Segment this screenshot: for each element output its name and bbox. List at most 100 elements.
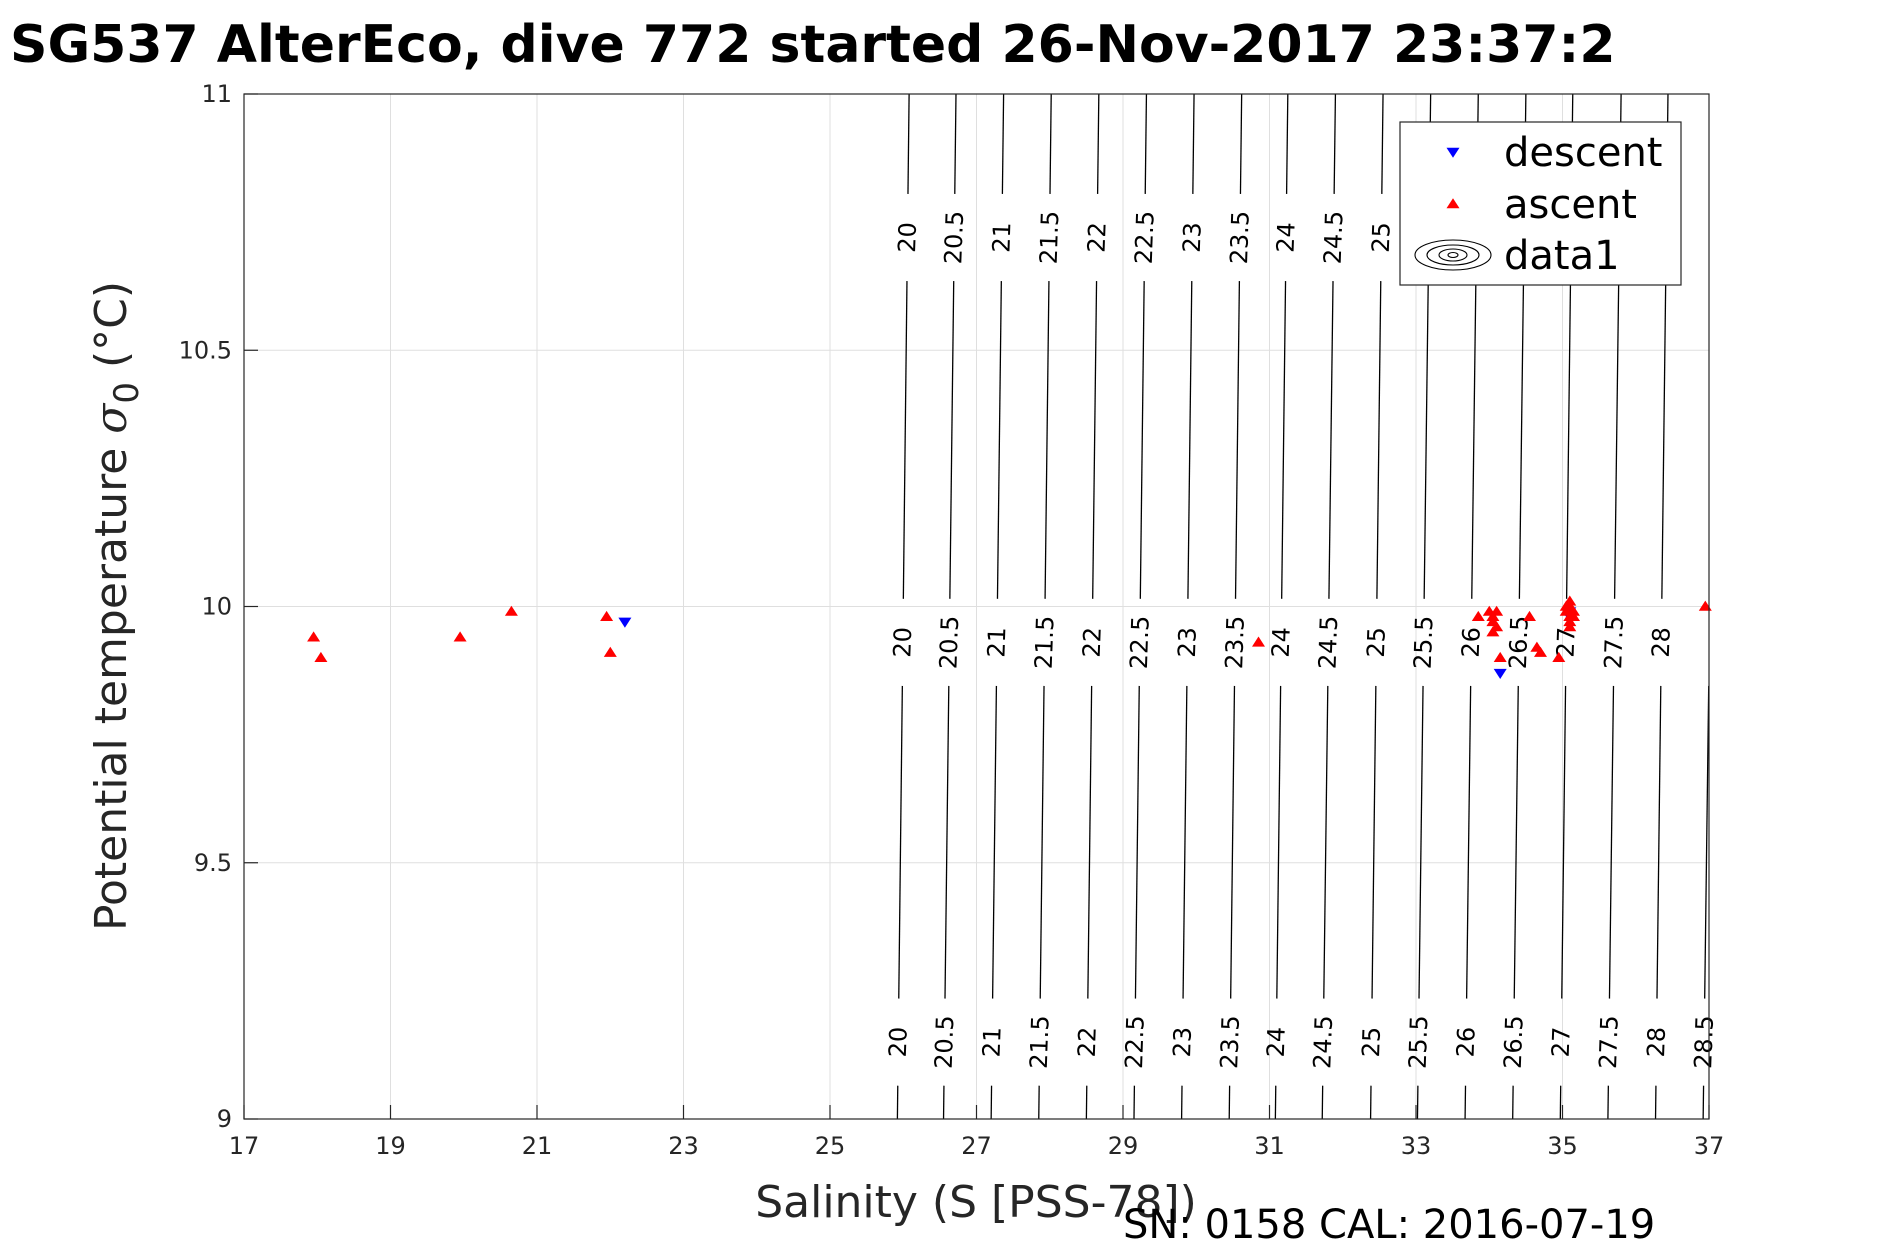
contour-label-24.5: 24.5 bbox=[1319, 210, 1349, 264]
contour-label-22.5: 22.5 bbox=[1120, 1015, 1150, 1069]
legend-marker-ascent bbox=[1446, 198, 1460, 209]
contour-label-20.5: 20.5 bbox=[939, 210, 969, 264]
x-tick-label: 21 bbox=[522, 1132, 553, 1160]
contour-line-26.5 bbox=[1513, 685, 1519, 999]
contour-line-25.5 bbox=[1418, 685, 1424, 999]
contour-label-24: 24 bbox=[1272, 222, 1301, 254]
ascent-point bbox=[600, 610, 614, 621]
contour-line-25 bbox=[1371, 685, 1377, 999]
y-tick-label: 10.5 bbox=[179, 336, 232, 364]
ascent-point bbox=[1490, 605, 1504, 616]
contour-label-22.5: 22.5 bbox=[1130, 210, 1160, 264]
contour-line-27.5 bbox=[1608, 685, 1615, 999]
ascent-point bbox=[1252, 636, 1265, 647]
contour-label-28: 28 bbox=[1647, 627, 1676, 659]
contour-label-22: 22 bbox=[1083, 222, 1112, 254]
contour-label-26.5: 26.5 bbox=[1499, 1015, 1529, 1069]
ascent-point bbox=[314, 651, 328, 662]
y-axis-label-symbol: σ bbox=[86, 402, 137, 434]
contour-label-22: 22 bbox=[1073, 1026, 1102, 1058]
contour-label-23: 23 bbox=[1173, 627, 1202, 659]
contour-line-22 bbox=[1096, 93, 1100, 194]
ascent-point bbox=[1563, 621, 1577, 632]
contour-line-25 bbox=[1381, 93, 1384, 194]
contour-line-23 bbox=[1187, 281, 1193, 599]
ascent-point bbox=[1534, 646, 1547, 657]
y-tick-label: 9 bbox=[217, 1105, 232, 1133]
contour-label-24: 24 bbox=[1267, 627, 1296, 659]
y-axis-label: Potential temperature σ0 (°C) bbox=[86, 281, 147, 931]
contour-line-28 bbox=[1656, 685, 1662, 999]
contour-line-20 bbox=[907, 93, 910, 194]
contour-label-25: 25 bbox=[1367, 222, 1396, 254]
contour-label-26: 26 bbox=[1457, 627, 1486, 659]
contour-line-24 bbox=[1276, 685, 1282, 999]
ascent-point bbox=[1563, 616, 1577, 627]
contour-label-25.5: 25.5 bbox=[1409, 615, 1439, 669]
ascent-point bbox=[1493, 651, 1507, 662]
contour-label-23.5: 23.5 bbox=[1220, 615, 1250, 669]
ascent-point bbox=[307, 631, 321, 642]
contour-label-27: 27 bbox=[1547, 1026, 1576, 1058]
contour-label-24.5: 24.5 bbox=[1313, 615, 1343, 669]
contour-label-21: 21 bbox=[978, 1026, 1007, 1058]
contour-label-21.5: 21.5 bbox=[1030, 615, 1060, 669]
contour-line-28 bbox=[1661, 281, 1667, 599]
x-tick-label: 17 bbox=[229, 1132, 260, 1160]
contour-label-21: 21 bbox=[987, 222, 1016, 254]
ascent-point bbox=[504, 605, 518, 616]
contour-line-23.5 bbox=[1230, 685, 1236, 999]
x-tick-label: 37 bbox=[1694, 1132, 1725, 1160]
ascent-point bbox=[1471, 610, 1485, 621]
ascent-point bbox=[453, 631, 467, 642]
contour-line-20.5 bbox=[949, 281, 955, 599]
contour-line-22.5 bbox=[1144, 93, 1148, 194]
contour-label-25: 25 bbox=[1362, 627, 1391, 659]
contour-label-23: 23 bbox=[1168, 1026, 1197, 1058]
contour-line-20.5 bbox=[954, 93, 957, 194]
contour-line-23 bbox=[1192, 93, 1195, 194]
legend-label-ascent: ascent bbox=[1504, 182, 1637, 228]
contour-line-26.5 bbox=[1518, 281, 1525, 599]
x-tick-label: 31 bbox=[1254, 1132, 1285, 1160]
descent-point bbox=[618, 617, 632, 628]
contour-label-25: 25 bbox=[1357, 1026, 1386, 1058]
contour-line-23.5 bbox=[1239, 93, 1243, 194]
contour-line-26 bbox=[1471, 281, 1477, 599]
ascent-point bbox=[1567, 610, 1580, 621]
contour-line-24 bbox=[1281, 281, 1287, 599]
contour-line-21.5 bbox=[1049, 93, 1052, 194]
contour-line-27 bbox=[1565, 281, 1572, 599]
legend-contour-icon bbox=[1414, 239, 1492, 271]
contour-label-23.5: 23.5 bbox=[1215, 1015, 1245, 1069]
contour-line-21.5 bbox=[1044, 281, 1050, 599]
legend: descent ascent data1 bbox=[1399, 121, 1682, 286]
contour-line-28.5 bbox=[1704, 685, 1710, 999]
contour-label-27.5: 27.5 bbox=[1594, 1015, 1624, 1069]
contour-label-21.5: 21.5 bbox=[1025, 1015, 1055, 1069]
legend-marker-descent bbox=[1446, 147, 1460, 158]
contour-line-20 bbox=[898, 685, 903, 999]
contour-label-23.5: 23.5 bbox=[1225, 210, 1255, 264]
contour-label-27.5: 27.5 bbox=[1599, 615, 1629, 669]
x-tick-label: 23 bbox=[668, 1132, 699, 1160]
contour-label-28.5: 28.5 bbox=[1689, 1015, 1719, 1069]
contour-line-27 bbox=[1561, 685, 1567, 999]
contour-line-26 bbox=[1465, 685, 1472, 999]
ascent-point bbox=[1486, 626, 1500, 637]
contour-label-22: 22 bbox=[1078, 627, 1107, 659]
density-contours: 20 20 20 20.5 20.5 20.5 21 21 21 21.5 21.5 21.5 22 22… bbox=[884, 93, 1719, 1120]
y-axis-label-unit: (°C) bbox=[86, 281, 137, 382]
contour-label-26.5: 26.5 bbox=[1504, 615, 1534, 669]
legend-box bbox=[1399, 121, 1682, 286]
contour-label-24: 24 bbox=[1262, 1026, 1291, 1058]
ascent-point bbox=[1523, 610, 1536, 621]
x-tick-label: 33 bbox=[1401, 1132, 1432, 1160]
contour-line-24.5 bbox=[1328, 281, 1334, 599]
contour-label-24.5: 24.5 bbox=[1308, 1015, 1338, 1069]
legend-label-descent: descent bbox=[1504, 130, 1662, 176]
contour-label-20.5: 20.5 bbox=[934, 615, 964, 669]
contour-label-21: 21 bbox=[982, 627, 1011, 659]
contour-label-20.5: 20.5 bbox=[930, 1015, 960, 1069]
